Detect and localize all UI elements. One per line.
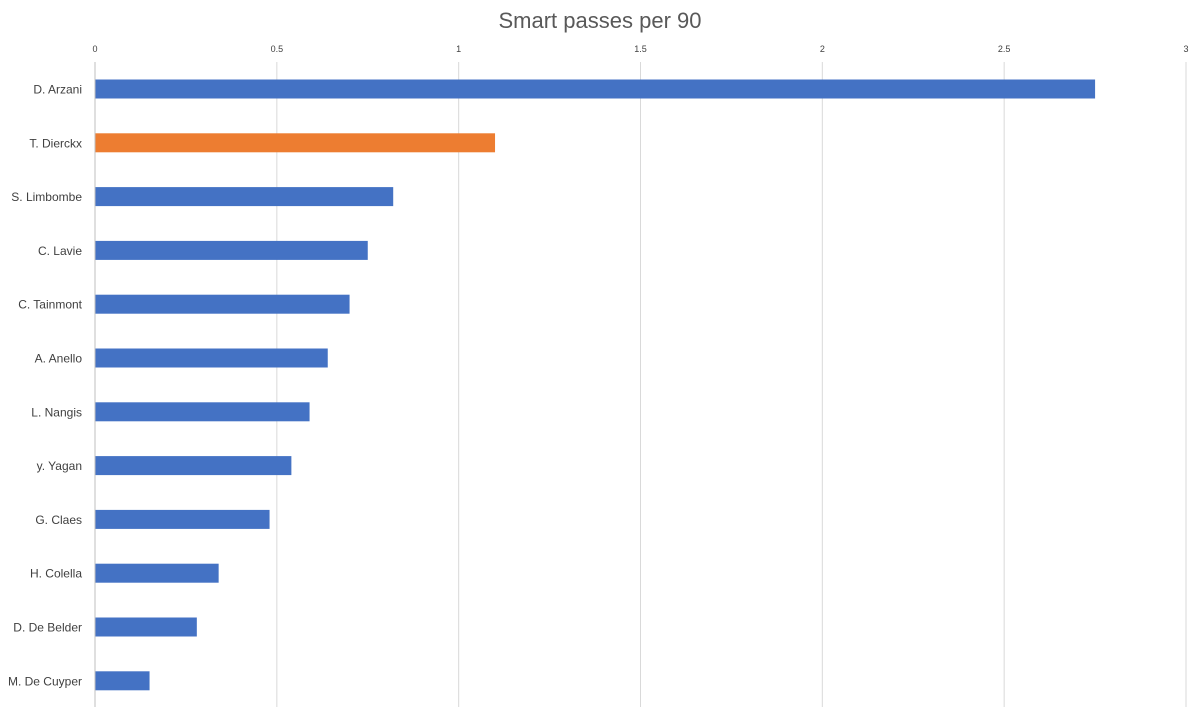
- category-label: D. Arzani: [33, 83, 82, 97]
- bar-c-tainmont: [95, 294, 350, 314]
- bar-m-de-cuyper: [95, 671, 150, 691]
- category-label: C. Lavie: [38, 244, 82, 258]
- bar-l-nangis: [95, 402, 310, 422]
- bar-s-limbombe: [95, 187, 394, 207]
- x-axis: 0 0.5 1 1.5 2 2.5 3: [92, 44, 1188, 54]
- category-label: M. De Cuyper: [8, 674, 82, 688]
- x-tick-label: 2: [820, 44, 825, 54]
- grid-lines: [94, 62, 1187, 707]
- x-tick-label: 3: [1183, 44, 1188, 54]
- bars: [95, 79, 1096, 691]
- category-label: H. Colella: [30, 567, 82, 581]
- category-label: A. Anello: [35, 352, 83, 366]
- x-tick-label: 0.5: [271, 44, 284, 54]
- x-tick-label: 0: [92, 44, 97, 54]
- category-label: T. Dierckx: [29, 136, 82, 150]
- bar-h-colella: [95, 563, 219, 583]
- category-label: G. Claes: [35, 513, 82, 527]
- bar-g-claes: [95, 509, 270, 529]
- category-label: y. Yagan: [37, 459, 82, 473]
- bar-y-yagan: [95, 456, 292, 476]
- bar-a-anello: [95, 348, 328, 368]
- bar-t-dierckx: [95, 133, 496, 153]
- category-label: D. De Belder: [13, 621, 82, 635]
- chart-title: Smart passes per 90: [498, 8, 702, 33]
- category-label: S. Limbombe: [11, 190, 82, 204]
- category-label: L. Nangis: [31, 405, 82, 419]
- x-tick-label: 1: [456, 44, 461, 54]
- category-labels: D. Arzani T. Dierckx S. Limbombe C. Lavie C.…: [8, 83, 83, 689]
- bar-d-de-belder: [95, 617, 197, 637]
- category-label: C. Tainmont: [18, 298, 82, 312]
- x-tick-label: 1.5: [634, 44, 647, 54]
- x-tick-label: 2.5: [998, 44, 1011, 54]
- bar-d-arzani: [95, 79, 1096, 99]
- bar-c-lavie: [95, 240, 368, 260]
